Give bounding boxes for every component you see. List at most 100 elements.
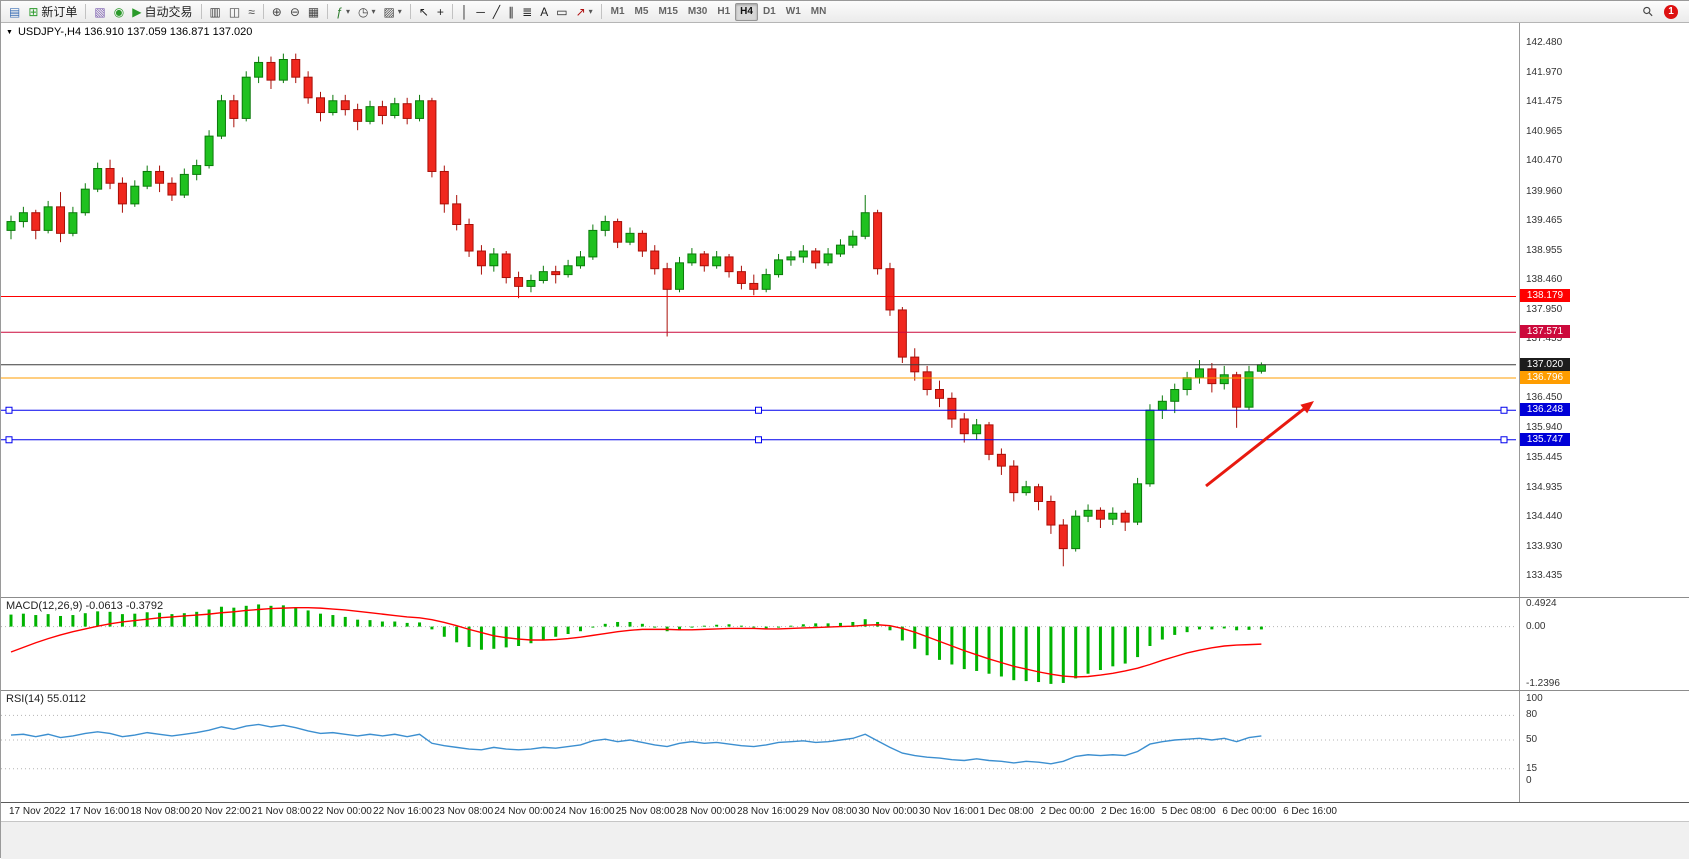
text-label-button[interactable]: ▭ bbox=[552, 3, 571, 21]
templates-button[interactable]: ▨ ▾ bbox=[379, 3, 405, 21]
channel-button[interactable]: ∥ bbox=[504, 3, 518, 21]
time-axis-label: 21 Nov 08:00 bbox=[251, 806, 312, 817]
rsi-axis-label: 80 bbox=[1526, 709, 1538, 721]
window-bottom-area bbox=[1, 821, 1689, 859]
price-axis-label: 139.465 bbox=[1526, 214, 1563, 226]
horizontal-line-button[interactable]: ─ bbox=[472, 3, 489, 21]
zoom-in-button[interactable]: ⊕ bbox=[268, 3, 286, 21]
trendline-button[interactable]: ╱ bbox=[489, 3, 504, 21]
crosshair-button[interactable]: + bbox=[433, 3, 448, 21]
timeframe-d1-button[interactable]: D1 bbox=[762, 6, 776, 17]
price-axis-label: 141.970 bbox=[1526, 67, 1563, 79]
rsi-pane[interactable]: RSI(14) 55.0112 bbox=[1, 691, 1689, 803]
rsi-axis-label: 50 bbox=[1526, 734, 1538, 745]
price-tag: 136.796 bbox=[1520, 370, 1570, 384]
new-order-icon: ⊞ bbox=[28, 4, 39, 19]
time-axis-label: 29 Nov 08:00 bbox=[797, 806, 858, 817]
main-toolbar: ▤ ⊞ 新订单 ▧ ◉ ▶ 自动交易 ▥ ◫ ≈ ⊕ ⊖ ▦ ƒ ▾ ◷ ▾ ▨ ▾ ↖ + │ ─ ╱ ∥ ≣ A ▭ ↗ ▾ M1 M5 M… bbox=[1, 1, 1689, 23]
chart-ohlc-readout: USDJPY-,H4 136.910 137.059 136.871 137.0… bbox=[17, 26, 253, 38]
price-axis-label: 135.940 bbox=[1526, 422, 1563, 434]
timeframe-h1-button[interactable]: H1 bbox=[717, 6, 731, 17]
bar-chart-button[interactable]: ▥ bbox=[206, 3, 225, 21]
rsi-axis-label: 100 bbox=[1526, 693, 1543, 704]
macd-histogram bbox=[9, 604, 1263, 684]
notification-badge[interactable]: 1 bbox=[1664, 4, 1678, 19]
collapse-triangle-icon[interactable]: ▼ bbox=[6, 28, 13, 36]
rsi-line bbox=[10, 723, 1262, 765]
price-axis-label: 133.435 bbox=[1526, 570, 1563, 582]
new-order-button-label: 新订单 bbox=[41, 5, 78, 19]
toolbar-buttons: ▤ ⊞ 新订单 ▧ ◉ ▶ 自动交易 ▥ ◫ ≈ ⊕ ⊖ ▦ ƒ ▾ ◷ ▾ ▨ ▾ ↖ + │ ─ ╱ ∥ ≣ A ▭ ↗ ▾ M1 M5 M… bbox=[5, 1, 831, 22]
time-axis-label: 22 Nov 00:00 bbox=[312, 806, 372, 817]
bar-chart-icon: ▥ bbox=[209, 4, 221, 19]
timeframe-m1-button[interactable]: M1 bbox=[610, 6, 625, 17]
macd-axis-label: 0.00 bbox=[1526, 620, 1546, 632]
price-axis[interactable]: 142.480 141.970 141.475 140.965 140.470 139.9… bbox=[1520, 23, 1689, 598]
text-label-icon: ▭ bbox=[556, 4, 568, 19]
macd-axis[interactable]: 0.4924 0.00 -1.2396 bbox=[1520, 598, 1689, 691]
fibonacci-button[interactable]: ≣ bbox=[518, 3, 536, 21]
price-chart-canvas[interactable] bbox=[1, 23, 1516, 598]
arrows-tool-icon: ↗ bbox=[575, 4, 586, 19]
toolbar-separator bbox=[327, 4, 329, 19]
price-chart-pane[interactable]: ▼ USDJPY-,H4 136.910 137.059 136.871 137… bbox=[1, 23, 1689, 598]
macd-pane[interactable]: MACD(12,26,9) -0.0613 -0.3792 bbox=[1, 598, 1689, 691]
charts-profile-icon: ▧ bbox=[94, 4, 106, 19]
channel-icon: ∥ bbox=[508, 4, 515, 19]
arrows-tool-button[interactable]: ↗ ▾ bbox=[572, 3, 597, 21]
periods-button[interactable]: ◷ ▾ bbox=[354, 3, 380, 21]
timeframe-m5-button[interactable]: M5 bbox=[634, 6, 649, 17]
rsi-axis[interactable]: 100 80 50 15 0 bbox=[1520, 691, 1689, 803]
market-watch-button[interactable]: ◉ bbox=[110, 3, 128, 21]
toolbar-separator bbox=[262, 4, 264, 19]
timeframe-m30-button[interactable]: M30 bbox=[687, 6, 708, 17]
pane-splitter[interactable] bbox=[1, 690, 1689, 691]
pane-splitter[interactable] bbox=[1, 597, 1689, 598]
toolbar-separator bbox=[409, 4, 411, 19]
indicators-button[interactable]: ƒ ▾ bbox=[332, 3, 354, 21]
time-axis-label: 30 Nov 16:00 bbox=[919, 806, 979, 817]
time-axis-label: 30 Nov 00:00 bbox=[858, 806, 918, 817]
new-chart-button[interactable]: ▤ bbox=[5, 3, 24, 21]
horizontal-line-icon: ─ bbox=[476, 4, 485, 19]
autotrading-button[interactable]: ▶ 自动交易 bbox=[128, 3, 196, 21]
macd-canvas[interactable] bbox=[1, 598, 1516, 691]
candles-layer bbox=[6, 53, 1266, 567]
tile-windows-button[interactable]: ▦ bbox=[304, 3, 323, 21]
rsi-canvas[interactable] bbox=[1, 691, 1516, 803]
cursor-button[interactable]: ↖ bbox=[415, 3, 433, 21]
vertical-line-button[interactable]: │ bbox=[457, 3, 473, 21]
time-axis-label: 28 Nov 16:00 bbox=[737, 806, 797, 817]
text-button[interactable]: A bbox=[536, 3, 552, 21]
caret-down-icon: ▾ bbox=[345, 7, 350, 16]
chart-title: ▼ USDJPY-,H4 136.910 137.059 136.871 137… bbox=[6, 26, 252, 38]
price-tag: 137.571 bbox=[1520, 325, 1570, 339]
horizontal-lines-layer[interactable] bbox=[1, 295, 1516, 444]
timeframe-w1-button[interactable]: W1 bbox=[785, 6, 801, 17]
rsi-label: RSI(14) 55.0112 bbox=[6, 693, 86, 705]
timeframe-m15-button[interactable]: M15 bbox=[658, 6, 678, 17]
trend-arrow[interactable] bbox=[1205, 401, 1314, 488]
text-icon: A bbox=[540, 4, 549, 19]
timeframe-h4-button[interactable]: H4 bbox=[735, 2, 758, 21]
price-axis-label: 135.445 bbox=[1526, 451, 1563, 463]
toolbar-separator bbox=[451, 4, 453, 19]
macd-axis-label: -1.2396 bbox=[1526, 677, 1560, 689]
pane-splitter[interactable] bbox=[1, 802, 1689, 803]
indicators-icon: ƒ bbox=[336, 4, 343, 19]
charts-profile-button[interactable]: ▧ bbox=[90, 3, 109, 21]
caret-down-icon: ▾ bbox=[397, 7, 402, 16]
time-axis-label: 24 Nov 00:00 bbox=[494, 806, 554, 817]
price-axis-label: 138.955 bbox=[1526, 244, 1563, 256]
line-chart-button[interactable]: ≈ bbox=[244, 3, 259, 21]
new-order-button[interactable]: ⊞ 新订单 bbox=[24, 3, 81, 21]
price-axis-label: 134.935 bbox=[1526, 481, 1563, 493]
time-axis[interactable]: 17 Nov 2022 17 Nov 16:00 18 Nov 08:00 20 No… bbox=[1, 803, 1689, 821]
zoom-out-button[interactable]: ⊖ bbox=[286, 3, 304, 21]
timeframe-mn-button[interactable]: MN bbox=[810, 6, 827, 17]
time-axis-label: 6 Dec 16:00 bbox=[1283, 806, 1337, 817]
search-button[interactable]: ⚲ bbox=[1639, 3, 1657, 21]
price-axis-label: 142.480 bbox=[1526, 37, 1563, 48]
candlestick-chart-button[interactable]: ◫ bbox=[225, 3, 244, 21]
time-axis-label: 25 Nov 08:00 bbox=[615, 806, 676, 817]
